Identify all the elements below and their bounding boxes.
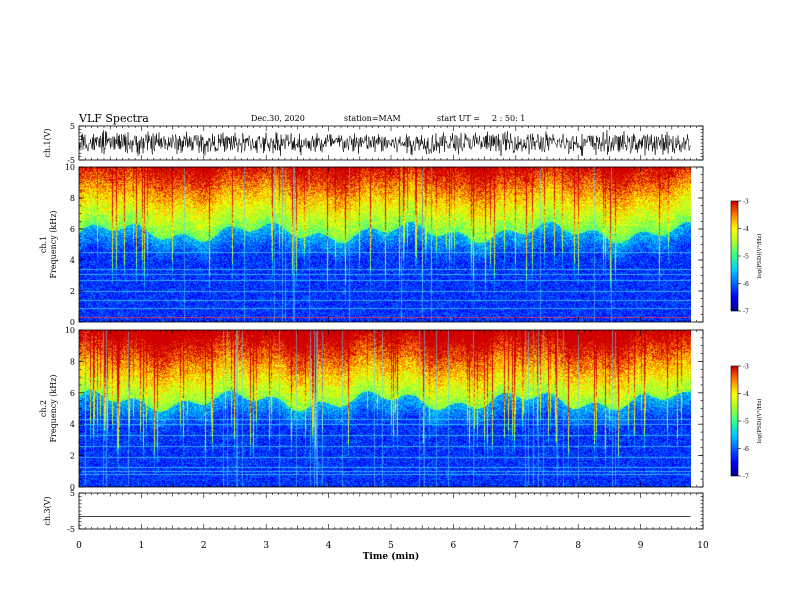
ch3-wave-ylabel: ch.3(V)	[43, 496, 52, 525]
xtick-5: 5	[388, 541, 394, 551]
ch3-wave-ytick-5: 5	[70, 489, 75, 498]
start-ut-label: start UT =	[437, 114, 480, 123]
ch1-spec-colorbar-tick--6: -6	[743, 281, 749, 288]
xtick-0: 0	[76, 541, 82, 551]
ch2-spec-ylabel: Frequency (kHz)	[49, 374, 58, 442]
ch1-spec-ytick-6: 6	[70, 225, 75, 234]
ch2-spec-ytick-4: 4	[70, 420, 75, 429]
ch1-wave-ytick-5: 5	[70, 122, 75, 131]
x-axis-label: Time (min)	[363, 551, 420, 562]
ch2-spec-colorbar-tick--6: -6	[743, 446, 749, 453]
xtick-8: 8	[575, 541, 581, 551]
start-ut-value: 2 : 50: 1	[492, 114, 526, 123]
ch1-wave-ylabel: ch.1(V)	[43, 128, 52, 157]
ch1-spec-ytick-10: 10	[65, 163, 75, 172]
date-label: Dec.30, 2020	[251, 114, 305, 123]
xtick-6: 6	[451, 541, 457, 551]
ch1-spec-colorbar-tick--3: -3	[743, 199, 749, 206]
ch2-spec-colorbar	[731, 366, 738, 476]
ch2-spec-ytick-6: 6	[70, 389, 75, 398]
spectrogram-image-2	[79, 330, 691, 487]
ch1-spec-colorbar-tick--5: -5	[743, 254, 749, 261]
xtick-10: 10	[697, 541, 709, 551]
xtick-3: 3	[263, 541, 269, 551]
xtick-7: 7	[513, 541, 519, 551]
ch1-spec-ytick-2: 2	[70, 287, 75, 296]
xtick-2: 2	[201, 541, 207, 551]
xtick-4: 4	[326, 541, 332, 551]
xtick-1: 1	[139, 541, 145, 551]
ch1-wave-ytick--5: -5	[67, 156, 75, 165]
spectrogram-image-1	[79, 167, 691, 322]
ch1-spec-colorbar-tick--7: -7	[743, 309, 749, 316]
ch3-wave-ytick--5: -5	[67, 525, 75, 534]
ch2-spec-ytick-8: 8	[70, 357, 75, 366]
ch2-spec-channel-label: ch.2	[39, 400, 48, 417]
ch2-spec-colorbar-tick--4: -4	[743, 391, 749, 398]
ch2-spec-colorbar-tick--5: -5	[743, 419, 749, 426]
ch1-spec-ytick-4: 4	[70, 256, 75, 265]
ch2-spec-ytick-0: 0	[70, 483, 75, 492]
ch2-spec-ytick-10: 10	[65, 326, 75, 335]
ch2-spec-colorbar-tick--7: -7	[743, 474, 749, 481]
chart-title: VLF Spectra	[79, 112, 149, 125]
ch2-spec-colorbar-label: log(PSD)(V²/Hz)	[756, 399, 763, 444]
ch1-spec-colorbar-label: log(PSD)(V²/Hz)	[756, 234, 763, 279]
ch2-spec-colorbar-tick--3: -3	[743, 364, 749, 371]
ch1-spec-ytick-0: 0	[70, 318, 75, 327]
station-label: station=MAM	[344, 114, 401, 123]
ch1-spec-ytick-8: 8	[70, 194, 75, 203]
ch1-waveform-line	[78, 129, 691, 157]
ch1-spec-channel-label: ch.1	[39, 236, 48, 253]
ch1-spec-colorbar-tick--4: -4	[743, 226, 749, 233]
ch2-spec-ytick-2: 2	[70, 452, 75, 461]
ch1-spec-ylabel: Frequency (kHz)	[49, 210, 58, 278]
ch3-wave-frame	[78, 492, 704, 530]
xtick-9: 9	[638, 541, 644, 551]
ch1-spec-colorbar	[731, 201, 738, 311]
